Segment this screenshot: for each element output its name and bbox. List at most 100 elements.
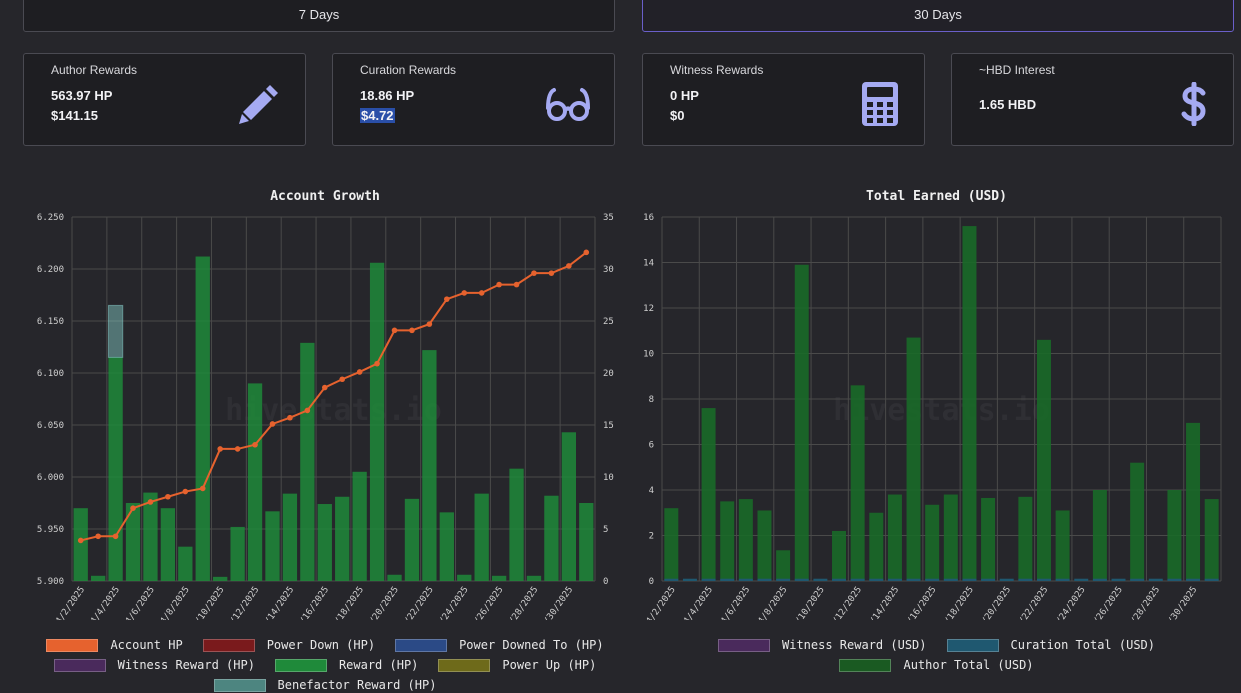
- total-earned-panel: Total Earned (USD) hivestats.io 16 14 12 10 8…: [632, 180, 1241, 693]
- account-hp-point: [112, 533, 119, 540]
- curation-total-bar: [682, 578, 697, 581]
- y-tick-label-right: 30: [603, 265, 614, 275]
- legend-item[interactable]: Power Downed To (HP): [395, 638, 604, 652]
- y-tick-label-left: 6.250: [37, 213, 64, 223]
- x-tick-label: 4/4/2025: [682, 585, 715, 620]
- card-value-usd: $4.72: [360, 108, 395, 123]
- author-total-bar: [869, 512, 884, 581]
- curation-total-bar: [757, 578, 772, 581]
- curation-total-bar: [1148, 578, 1163, 581]
- legend-item[interactable]: Author Total (USD): [839, 658, 1034, 672]
- x-tick-label: 4/18/2025: [940, 585, 976, 620]
- curation-total-bar: [720, 578, 735, 581]
- x-tick-label: 4/16/2025: [902, 585, 938, 620]
- account-hp-point: [217, 446, 223, 452]
- legend-item[interactable]: Power Down (HP): [202, 638, 375, 652]
- legend-swatch: [202, 638, 255, 652]
- x-tick-label: 4/28/2025: [1126, 585, 1162, 620]
- author-total-bar: [701, 408, 716, 581]
- account-hp-line: [80, 251, 587, 542]
- author-total-bar: [1186, 422, 1201, 581]
- y-tick-label-left: 6.200: [37, 265, 64, 275]
- legend-item[interactable]: Curation Total (USD): [946, 638, 1156, 652]
- author-total-bar: [887, 494, 902, 581]
- account-hp-point: [130, 505, 136, 512]
- reward-bar: [422, 350, 437, 581]
- curation-total-bar: [1092, 578, 1107, 581]
- author-total-bar: [981, 497, 996, 581]
- reward-bar: [178, 546, 193, 581]
- account-hp-point: [566, 263, 572, 269]
- x-tick-label: 4/12/2025: [225, 585, 261, 620]
- account-hp-point: [321, 384, 328, 391]
- account-hp-point: [496, 281, 502, 288]
- x-tick-label: 4/8/2025: [757, 585, 790, 620]
- tab-30-days[interactable]: 30 Days: [642, 0, 1234, 32]
- x-tick-label: 4/24/2025: [1052, 585, 1088, 620]
- legend-label: Curation Total (USD): [1010, 638, 1156, 652]
- x-tick-label: 4/2/2025: [645, 585, 678, 620]
- legend-swatch: [718, 638, 770, 652]
- legend-item[interactable]: Account HP: [46, 638, 183, 652]
- reward-bar: [143, 492, 158, 581]
- calculator-icon: [862, 82, 898, 126]
- legend-item[interactable]: Benefactor Reward (HP): [213, 678, 436, 692]
- reward-bar: [509, 468, 524, 581]
- reward-bar: [491, 575, 507, 581]
- legend-item[interactable]: Witness Reward (HP): [53, 658, 255, 672]
- x-tick-label: 4/26/2025: [469, 585, 505, 620]
- author-total-bar: [794, 264, 809, 581]
- legend-swatch: [53, 658, 106, 672]
- curation-total-bar: [943, 578, 958, 581]
- card-title: ~HBD Interest: [979, 63, 1055, 77]
- account-hp-point: [77, 537, 84, 544]
- curation-total-bar: [1018, 578, 1033, 581]
- tab-7-days[interactable]: 7 Days: [23, 0, 615, 32]
- legend-item[interactable]: Reward (HP): [274, 658, 419, 672]
- y-tick-label-right: 20: [603, 369, 614, 379]
- curation-total-bar: [887, 578, 902, 581]
- y-tick-label: 16: [643, 213, 654, 223]
- curation-total-bar: [1074, 578, 1089, 581]
- reward-bar: [526, 575, 542, 581]
- y-tick-label-left: 6.150: [37, 317, 64, 327]
- x-tick-label: 4/20/2025: [365, 585, 401, 620]
- author-total-bar: [738, 499, 753, 581]
- account-hp-point: [95, 533, 101, 540]
- author-total-bar: [664, 508, 679, 581]
- account-hp-point: [252, 441, 258, 448]
- chart-title: Total Earned (USD): [866, 189, 1007, 204]
- curation-rewards-card: Curation Rewards 18.86 HP $4.72: [332, 53, 615, 146]
- legend-item[interactable]: Power Up (HP): [438, 658, 596, 672]
- author-total-bar: [1130, 462, 1145, 581]
- legend-swatch: [839, 658, 892, 672]
- x-tick-label: 4/2/2025: [54, 585, 87, 620]
- curation-total-bar: [962, 578, 977, 581]
- reward-bar: [579, 503, 594, 581]
- account-hp-point: [531, 270, 537, 276]
- author-total-bar: [757, 510, 772, 581]
- legend-swatch: [946, 638, 999, 652]
- card-value-hp: 563.97 HP: [51, 88, 113, 103]
- account-hp-point: [461, 290, 468, 296]
- legend-label: Witness Reward (HP): [117, 658, 255, 672]
- author-total-bar: [906, 337, 921, 581]
- card-value-hbd: 1.65 HBD: [979, 97, 1037, 112]
- total-earned-chart: hivestats.io 16 14 12 10 8 6 4 2 04/2/2025 4/4/202…: [643, 213, 1222, 620]
- account-hp-point: [548, 270, 555, 276]
- reward-bar: [387, 574, 402, 581]
- curation-total-bar: [832, 578, 847, 581]
- account-hp-point: [583, 249, 590, 256]
- x-tick-label: 4/30/2025: [1163, 585, 1199, 620]
- legend-item[interactable]: Witness Reward (USD): [718, 638, 927, 652]
- legend-label: Power Up (HP): [502, 658, 597, 672]
- legend-label: Reward (HP): [338, 658, 419, 672]
- author-total-bar: [850, 385, 865, 581]
- reward-bar: [160, 508, 176, 581]
- author-total-bar: [943, 494, 958, 581]
- reward-bar: [73, 508, 88, 581]
- x-tick-label: 4/4/2025: [89, 585, 122, 620]
- reward-bar: [544, 495, 559, 581]
- account-hp-point: [478, 290, 485, 296]
- reward-bar: [91, 575, 106, 581]
